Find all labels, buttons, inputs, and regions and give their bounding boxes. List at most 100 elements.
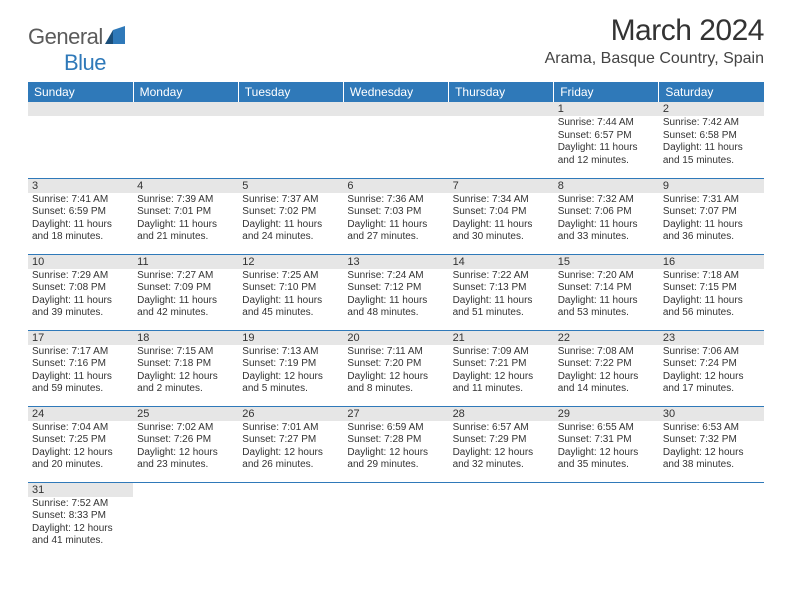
calendar-cell: 30Sunrise: 6:53 AMSunset: 7:32 PMDayligh… xyxy=(659,406,764,482)
sunset-line: Sunset: 7:19 PM xyxy=(242,358,339,371)
day-number: 10 xyxy=(28,255,133,269)
day-number: 11 xyxy=(133,255,238,269)
title-block: March 2024 Arama, Basque Country, Spain xyxy=(545,14,764,68)
daylight-line: Daylight: 12 hours and 38 minutes. xyxy=(663,447,760,472)
empty-bar xyxy=(238,102,343,116)
logo-text-a: General xyxy=(28,24,103,49)
sunrise-line: Sunrise: 7:17 AM xyxy=(32,346,129,359)
day-number: 14 xyxy=(449,255,554,269)
day-number: 23 xyxy=(659,331,764,345)
sunset-line: Sunset: 7:24 PM xyxy=(663,358,760,371)
day-number: 1 xyxy=(554,102,659,116)
daylight-line: Daylight: 11 hours and 30 minutes. xyxy=(453,219,550,244)
sunrise-line: Sunrise: 7:24 AM xyxy=(347,270,444,283)
empty-bar xyxy=(133,102,238,116)
sunset-line: Sunset: 7:10 PM xyxy=(242,282,339,295)
calendar-cell: 4Sunrise: 7:39 AMSunset: 7:01 PMDaylight… xyxy=(133,178,238,254)
day-number: 4 xyxy=(133,179,238,193)
day-number: 12 xyxy=(238,255,343,269)
daylight-line: Daylight: 12 hours and 32 minutes. xyxy=(453,447,550,472)
sunrise-line: Sunrise: 7:11 AM xyxy=(347,346,444,359)
sunrise-line: Sunrise: 7:13 AM xyxy=(242,346,339,359)
logo-text-b: Blue xyxy=(64,50,106,75)
calendar-cell: 1Sunrise: 7:44 AMSunset: 6:57 PMDaylight… xyxy=(554,102,659,178)
day-number: 25 xyxy=(133,407,238,421)
day-number: 13 xyxy=(343,255,448,269)
header: GeneralBlue March 2024 Arama, Basque Cou… xyxy=(28,14,764,76)
calendar-cell: 10Sunrise: 7:29 AMSunset: 7:08 PMDayligh… xyxy=(28,254,133,330)
day-number: 31 xyxy=(28,483,133,497)
calendar-cell: 2Sunrise: 7:42 AMSunset: 6:58 PMDaylight… xyxy=(659,102,764,178)
day-header: Thursday xyxy=(449,82,554,102)
day-number: 16 xyxy=(659,255,764,269)
calendar-cell xyxy=(238,482,343,558)
sunrise-line: Sunrise: 7:41 AM xyxy=(32,194,129,207)
sunset-line: Sunset: 6:59 PM xyxy=(32,206,129,219)
daylight-line: Daylight: 11 hours and 21 minutes. xyxy=(137,219,234,244)
daylight-line: Daylight: 11 hours and 12 minutes. xyxy=(558,142,655,167)
calendar-cell: 26Sunrise: 7:01 AMSunset: 7:27 PMDayligh… xyxy=(238,406,343,482)
calendar-cell: 12Sunrise: 7:25 AMSunset: 7:10 PMDayligh… xyxy=(238,254,343,330)
sunset-line: Sunset: 7:06 PM xyxy=(558,206,655,219)
daylight-line: Daylight: 11 hours and 39 minutes. xyxy=(32,295,129,320)
sunset-line: Sunset: 7:16 PM xyxy=(32,358,129,371)
calendar-cell: 19Sunrise: 7:13 AMSunset: 7:19 PMDayligh… xyxy=(238,330,343,406)
sunrise-line: Sunrise: 7:32 AM xyxy=(558,194,655,207)
calendar-cell xyxy=(343,482,448,558)
calendar-cell: 25Sunrise: 7:02 AMSunset: 7:26 PMDayligh… xyxy=(133,406,238,482)
sunset-line: Sunset: 7:14 PM xyxy=(558,282,655,295)
sunset-line: Sunset: 7:21 PM xyxy=(453,358,550,371)
sunset-line: Sunset: 7:12 PM xyxy=(347,282,444,295)
daylight-line: Daylight: 12 hours and 20 minutes. xyxy=(32,447,129,472)
sunset-line: Sunset: 7:09 PM xyxy=(137,282,234,295)
daylight-line: Daylight: 12 hours and 17 minutes. xyxy=(663,371,760,396)
day-number: 18 xyxy=(133,331,238,345)
sunrise-line: Sunrise: 7:06 AM xyxy=(663,346,760,359)
sunrise-line: Sunrise: 7:44 AM xyxy=(558,117,655,130)
calendar-cell xyxy=(238,102,343,178)
daylight-line: Daylight: 11 hours and 36 minutes. xyxy=(663,219,760,244)
day-number: 26 xyxy=(238,407,343,421)
day-header: Sunday xyxy=(28,82,133,102)
sunset-line: Sunset: 7:15 PM xyxy=(663,282,760,295)
daylight-line: Daylight: 11 hours and 42 minutes. xyxy=(137,295,234,320)
daylight-line: Daylight: 12 hours and 29 minutes. xyxy=(347,447,444,472)
sunset-line: Sunset: 6:58 PM xyxy=(663,130,760,143)
location: Arama, Basque Country, Spain xyxy=(545,50,764,68)
calendar-cell: 23Sunrise: 7:06 AMSunset: 7:24 PMDayligh… xyxy=(659,330,764,406)
sunrise-line: Sunrise: 7:22 AM xyxy=(453,270,550,283)
logo-mark-icon xyxy=(105,24,127,49)
calendar-cell: 8Sunrise: 7:32 AMSunset: 7:06 PMDaylight… xyxy=(554,178,659,254)
sunrise-line: Sunrise: 7:15 AM xyxy=(137,346,234,359)
calendar-body: 1Sunrise: 7:44 AMSunset: 6:57 PMDaylight… xyxy=(28,102,764,558)
sunrise-line: Sunrise: 7:09 AM xyxy=(453,346,550,359)
calendar-cell: 22Sunrise: 7:08 AMSunset: 7:22 PMDayligh… xyxy=(554,330,659,406)
daylight-line: Daylight: 11 hours and 51 minutes. xyxy=(453,295,550,320)
sunrise-line: Sunrise: 7:34 AM xyxy=(453,194,550,207)
day-number: 5 xyxy=(238,179,343,193)
calendar-cell: 24Sunrise: 7:04 AMSunset: 7:25 PMDayligh… xyxy=(28,406,133,482)
day-number: 21 xyxy=(449,331,554,345)
day-number: 6 xyxy=(343,179,448,193)
day-number: 22 xyxy=(554,331,659,345)
calendar-cell: 13Sunrise: 7:24 AMSunset: 7:12 PMDayligh… xyxy=(343,254,448,330)
sunrise-line: Sunrise: 7:42 AM xyxy=(663,117,760,130)
sunrise-line: Sunrise: 7:20 AM xyxy=(558,270,655,283)
day-header: Friday xyxy=(554,82,659,102)
sunrise-line: Sunrise: 7:36 AM xyxy=(347,194,444,207)
sunset-line: Sunset: 7:01 PM xyxy=(137,206,234,219)
sunset-line: Sunset: 7:25 PM xyxy=(32,434,129,447)
sunrise-line: Sunrise: 7:04 AM xyxy=(32,422,129,435)
sunset-line: Sunset: 7:32 PM xyxy=(663,434,760,447)
calendar-cell: 5Sunrise: 7:37 AMSunset: 7:02 PMDaylight… xyxy=(238,178,343,254)
day-number: 2 xyxy=(659,102,764,116)
day-number: 15 xyxy=(554,255,659,269)
sunrise-line: Sunrise: 6:53 AM xyxy=(663,422,760,435)
sunrise-line: Sunrise: 6:57 AM xyxy=(453,422,550,435)
calendar-cell: 16Sunrise: 7:18 AMSunset: 7:15 PMDayligh… xyxy=(659,254,764,330)
day-number: 3 xyxy=(28,179,133,193)
calendar-cell: 14Sunrise: 7:22 AMSunset: 7:13 PMDayligh… xyxy=(449,254,554,330)
calendar-cell: 11Sunrise: 7:27 AMSunset: 7:09 PMDayligh… xyxy=(133,254,238,330)
calendar-cell xyxy=(449,102,554,178)
sunset-line: Sunset: 7:31 PM xyxy=(558,434,655,447)
